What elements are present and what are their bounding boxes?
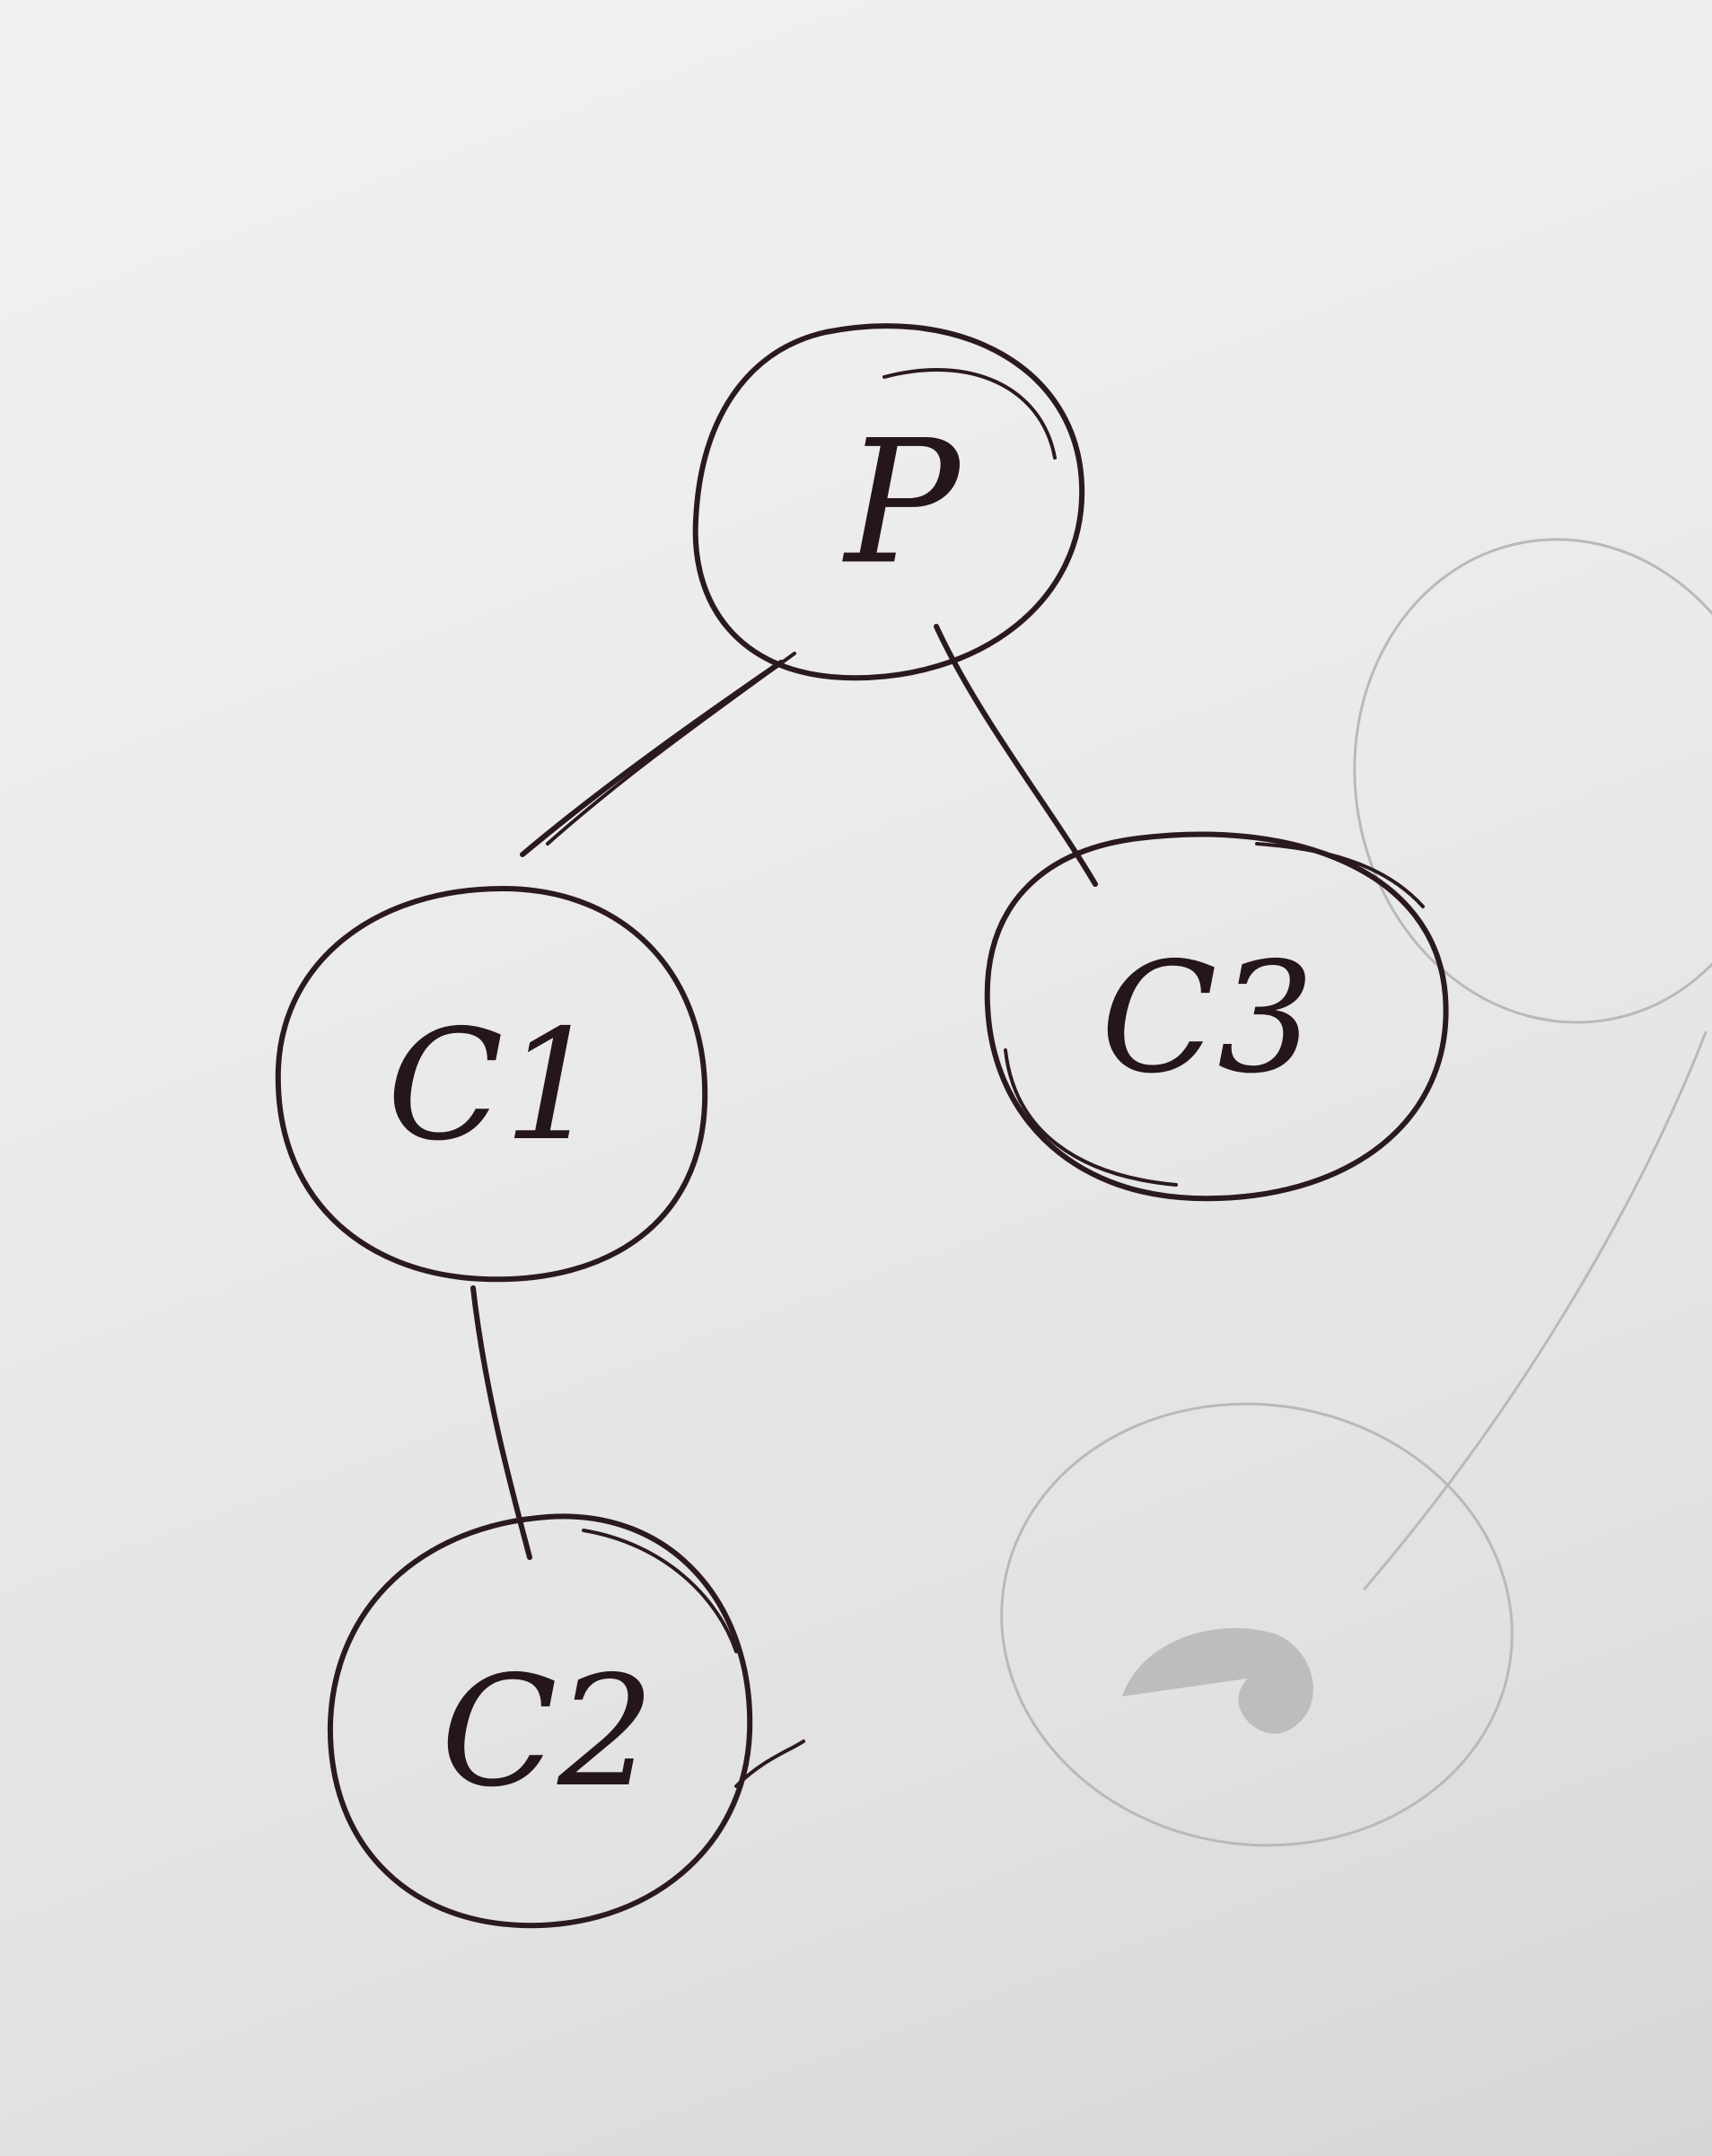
- bleed-through-marks: [1000, 538, 1712, 1847]
- node-c1-circle: [275, 886, 708, 1283]
- edge-p-c3: [934, 624, 1098, 887]
- node-c3-circle: [984, 831, 1449, 1202]
- node-c2: C2: [327, 1513, 805, 1929]
- node-c3-label: C3: [1101, 930, 1314, 1108]
- node-p-label: P: [842, 404, 962, 602]
- edge-c1-c2: [470, 1285, 532, 1560]
- node-c2-label: C2: [441, 1643, 654, 1821]
- node-c1-label: C1: [387, 997, 601, 1175]
- node-c1: C1: [275, 886, 708, 1283]
- node-c3: C3: [984, 831, 1449, 1202]
- node-p-circle: [692, 323, 1085, 681]
- node-c2-circle: [327, 1513, 753, 1929]
- node-c3-circle-retrace: [1004, 842, 1425, 1187]
- node-p-circle-inner: [882, 368, 1057, 460]
- node-p: P: [692, 323, 1085, 681]
- node-c2-circle-retrace: [582, 1529, 805, 1788]
- edge-p-c1-retrace: [546, 652, 796, 846]
